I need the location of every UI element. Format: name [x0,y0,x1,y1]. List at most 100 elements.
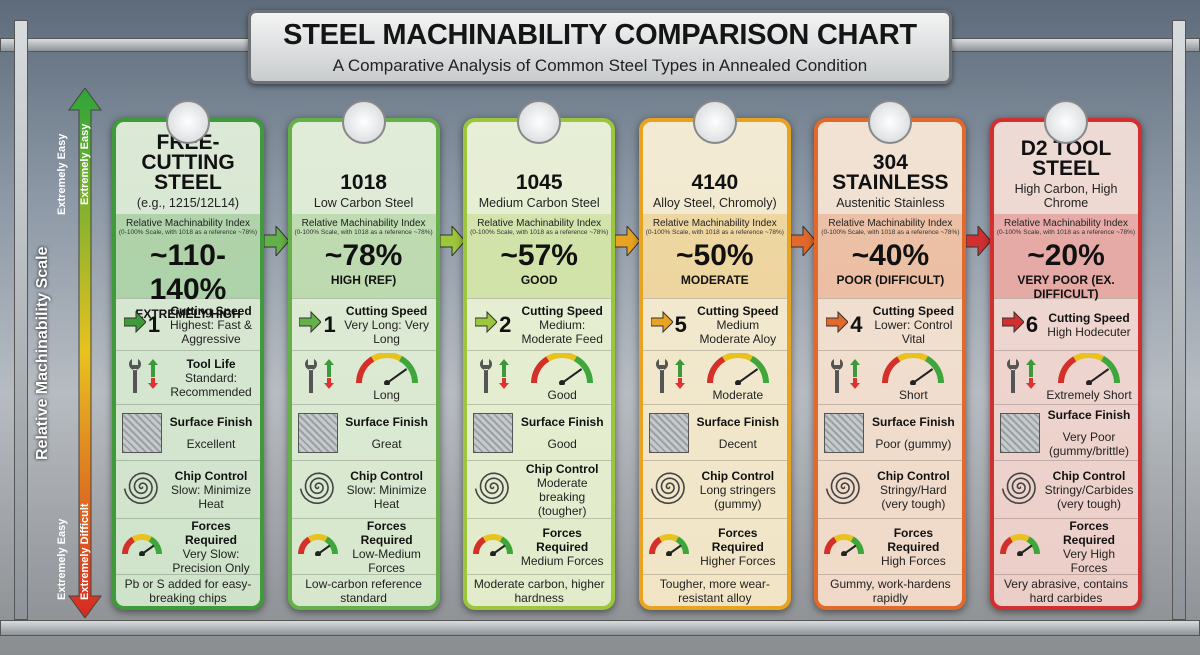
wrench-icon [651,355,687,400]
card-head: 1045 Medium Carbon Steel [467,122,611,214]
flow-arrow [263,224,290,258]
surface-text: Excellent [186,436,236,451]
card-name: D2 TOOL STEEL [1020,137,1112,180]
card-footer: Pb or S added for easy-breaking chips [116,574,260,606]
scale-title: Relative Machinability Scale [34,246,51,460]
tool-gauge-box: Extremely Short [1043,352,1135,402]
surface-text: Good [547,436,577,451]
card-icon [166,100,210,144]
surface-icon [119,412,165,453]
card-name: 1018 [340,171,387,194]
surface-texture [824,412,865,453]
wrench-icon [124,355,160,400]
chip-text-box: Chip Control Slow: Minimize Heat [341,469,433,511]
chip-spiral-svg [299,472,334,505]
tool-text: Standard: Recommended [170,370,252,399]
wrench-icon-svg [480,359,510,393]
index-label: Relative Machinability Index [828,218,953,229]
wrench-icon [475,355,511,400]
speed-arrow-svg [123,310,147,334]
scale-top-label: Extremely Easy [79,123,91,205]
steel-card: 4140 Alloy Steel, Chromoly) Relative Machi… [638,100,791,610]
tool-icon [295,355,341,400]
tool-gauge [867,352,959,388]
speed-label: Cutting Speed [170,303,252,318]
flow-arrow-svg [790,224,817,258]
scale-bottom-label: Extremely Easy [56,518,68,600]
chip-text-box: Chip Control Slow: Minimize Heat [165,469,257,511]
scale-top-label: Extremely Easy [56,133,68,215]
index-note: (0-100% Scale, with 1018 as a reference … [645,229,784,236]
forces-row: Forces Required High Forces [818,518,963,574]
subtitle: A Comparative Analysis of Common Steel T… [332,56,868,75]
surface-texture [648,412,689,453]
chip-text: Slow: Minimize Heat [346,482,427,511]
speed-text: Lower: Control Vital [874,317,953,346]
speed-text-box: Cutting Speed Highest: Fast & Aggressive [165,304,257,346]
chip-text: Moderate breaking (tougher) [536,475,588,518]
forces-label: Forces Required [536,525,589,554]
chip-label: Chip Control [174,468,248,483]
card-subtitle: High Carbon, High Chrome [1014,182,1118,210]
steel-card: 304 STAINLESS Austenitic Stainless Relativ… [814,100,967,610]
forces-text: Very High Forces [1062,546,1116,575]
speed-text: Very Long: Very Long [344,317,429,346]
speed-rank: 1 [147,311,161,337]
surface-icon [295,412,341,453]
speed-row: 6 Cutting Speed High Hodecuter [994,298,1138,350]
index-box: Relative Machinability Index (0-100% Scal… [291,214,436,298]
header: STEEL MACHINABILITY COMPARISON CHART A C… [248,10,952,84]
speed-rank-box: 6 [997,310,1043,338]
card-footer: Low-carbon reference standard [291,574,436,606]
tool-row: Long [291,350,436,404]
forces-text: Low-Medium Forces [352,546,421,575]
surface-label: Surface Finish [345,414,428,429]
chip-spiral-svg [826,472,861,505]
speed-arrow-svg [474,310,498,334]
forces-gauge-svg [824,534,865,557]
speed-arrow-svg [1001,310,1025,334]
surface-text: Decent [718,436,757,451]
card-subtitle: Medium Carbon Steel [478,196,600,210]
surface-label: Surface Finish [872,414,955,429]
tool-gauge-svg [531,352,594,386]
steel-card: D2 TOOL STEEL High Carbon, High Chrome Rel… [990,100,1142,610]
speed-arrow [1001,310,1025,338]
tool-row: Short [818,350,963,404]
index-label: Relative Machinability Index [1004,218,1128,229]
forces-label: Forces Required [184,518,237,547]
surface-texture [122,412,162,453]
card-subtitle: Low Carbon Steel [313,196,414,210]
index-value: ~40% [851,239,930,272]
chip-icon [119,467,165,512]
chip-spiral-svg [650,472,685,505]
flow-arrow-svg [439,224,466,258]
surface-label: Surface Finish [169,414,253,429]
tool-gauge-svg [1058,352,1120,386]
card-subtitle: Alloy Steel, Chromoly) [652,196,777,210]
speed-arrow-svg [650,310,674,334]
tool-gauge [516,352,608,388]
flow-arrow [790,224,817,258]
speed-row: 1 Cutting Speed Highest: Fast & Aggressive [116,298,260,350]
chip-text-box: Chip Control Long stringers (gummy) [692,469,784,511]
card-footer: Gummy, work-hardens rapidly [818,574,963,606]
speed-rank-box: 1 [119,310,165,338]
forces-text-box: Forces Required Low-Medium Forces [341,519,433,575]
chip-label: Chip Control [525,461,599,476]
forces-label: Forces Required [360,518,413,547]
index-note: (0-100% Scale, with 1018 as a reference … [996,229,1136,236]
index-label: Relative Machinability Index [652,218,777,229]
speed-label: Cutting Speed [345,303,428,318]
wrench-icon [826,355,862,400]
chip-text-box: Chip Control Moderate breaking (tougher) [516,462,608,518]
tool-row: Extremely Short [994,350,1138,404]
index-value: ~20% [1027,239,1105,272]
card-footer: Tougher, more wear-resistant alloy [642,574,787,606]
forces-gauge-svg [648,534,689,557]
speed-row: 2 Cutting Speed Medium: Moderate Feed [467,298,612,350]
forces-gauge [648,532,690,561]
surface-label: Surface Finish [1047,407,1131,422]
index-label: Relative Machinability Index [126,218,250,229]
forces-gauge [999,532,1041,561]
